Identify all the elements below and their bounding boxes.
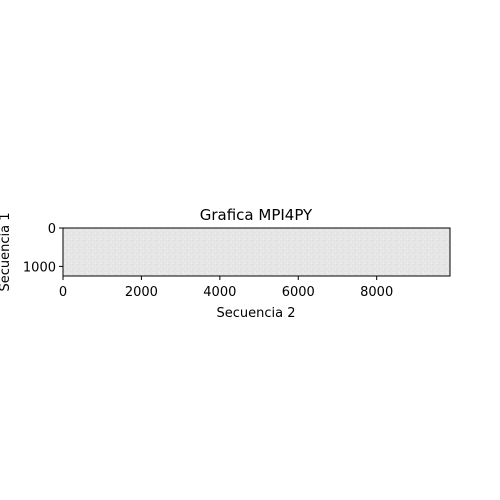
x-tick-label: 6000 <box>282 285 315 300</box>
y-tick-label: 0 <box>48 222 56 237</box>
y-axis-ticks: 0 1000 <box>23 222 63 275</box>
x-tick-label: 8000 <box>360 285 393 300</box>
y-axis-label: Secuencia 1 <box>0 212 13 291</box>
x-axis-ticks: 0 2000 4000 6000 8000 <box>59 276 393 300</box>
plot-area <box>62 227 451 277</box>
y-tick-label: 1000 <box>23 260 56 275</box>
x-tick-label: 0 <box>59 285 67 300</box>
heatmap-image <box>63 228 450 276</box>
chart-title: Grafica MPI4PY <box>200 206 313 224</box>
axes-frame <box>62 227 451 277</box>
x-axis-label: Secuencia 2 <box>216 306 295 321</box>
x-tick-label: 4000 <box>203 285 236 300</box>
x-tick-label: 2000 <box>125 285 158 300</box>
